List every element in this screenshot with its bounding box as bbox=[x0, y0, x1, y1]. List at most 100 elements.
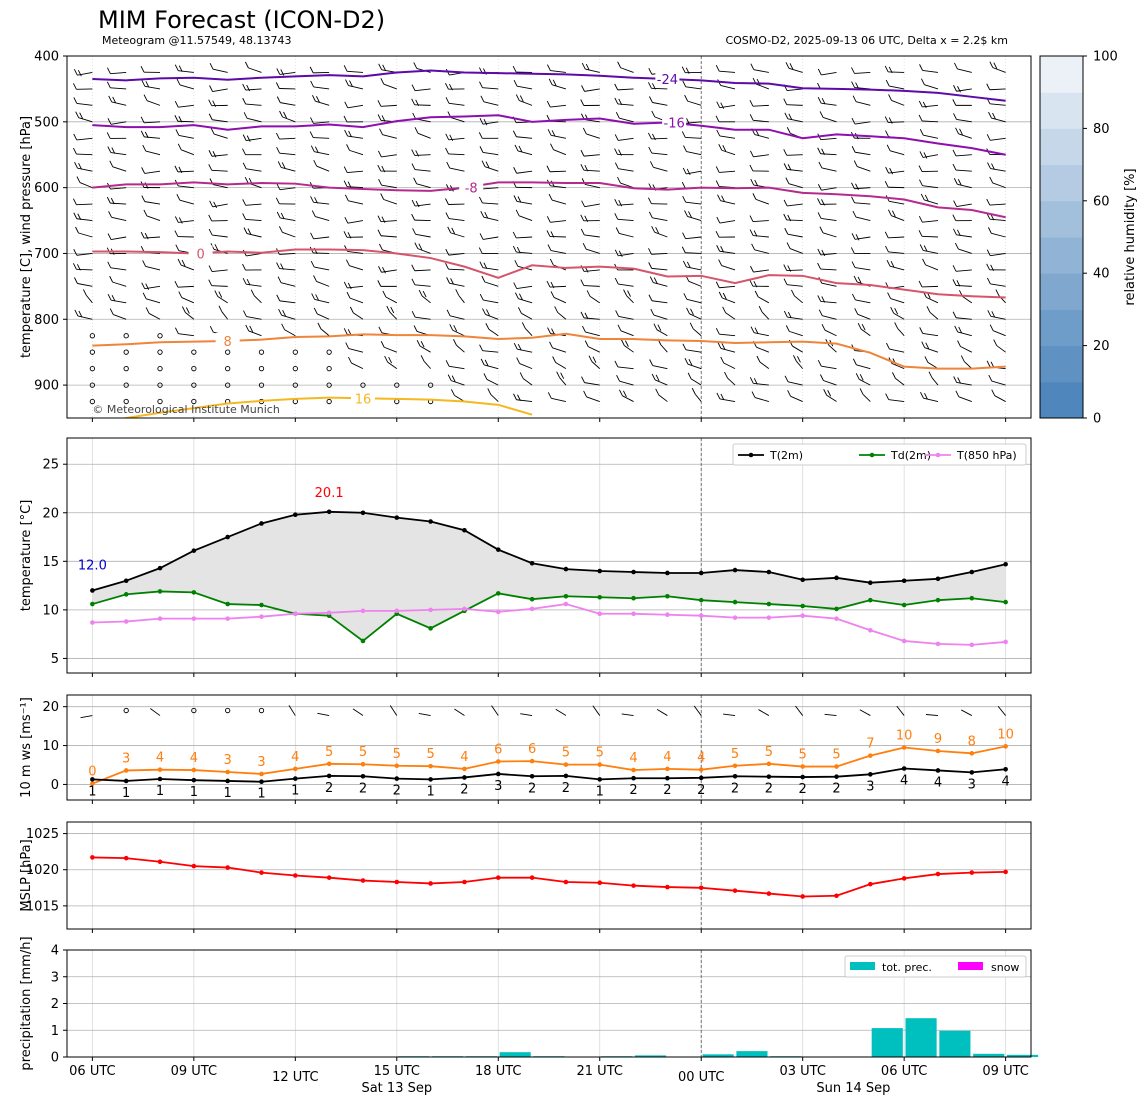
wind-barb-flag bbox=[451, 375, 456, 382]
wind-barb-flag bbox=[212, 100, 217, 107]
wind-barb bbox=[649, 96, 668, 106]
wind-barb bbox=[614, 134, 634, 141]
wind-barb bbox=[648, 248, 668, 255]
precip-bar bbox=[1006, 1054, 1039, 1057]
wind-barb-flag bbox=[715, 327, 720, 335]
wind-barb-shaft bbox=[482, 87, 499, 90]
wind-barb bbox=[851, 293, 871, 304]
wind-barb-flag bbox=[485, 323, 490, 330]
wind-barb-flag bbox=[955, 127, 959, 135]
wind-barb-flag bbox=[176, 194, 181, 201]
wind-barb-shaft bbox=[485, 314, 499, 320]
wind-barb-shaft bbox=[550, 104, 566, 108]
wind-barb-flag bbox=[546, 64, 551, 71]
data-point bbox=[191, 767, 197, 773]
wind-barb-flag bbox=[821, 199, 825, 206]
wind-barb bbox=[413, 177, 431, 189]
wind-barb-shaft bbox=[414, 88, 431, 92]
wind-barb-shaft bbox=[692, 328, 702, 337]
wind-barb-shaft bbox=[722, 297, 736, 304]
wind-barb bbox=[953, 113, 972, 123]
wind-barb bbox=[681, 66, 702, 74]
wind-barb-shaft bbox=[888, 170, 905, 174]
wind-barb bbox=[209, 200, 228, 209]
wind-barb-shaft bbox=[757, 296, 770, 304]
wind-barb-shaft bbox=[888, 399, 905, 402]
colorbar-step bbox=[1040, 237, 1083, 274]
wind-barb-flag bbox=[242, 162, 247, 170]
wind-barb bbox=[952, 214, 972, 222]
wind-barb-flag bbox=[715, 180, 720, 187]
wind-barb-shaft bbox=[320, 328, 330, 337]
data-point bbox=[191, 548, 197, 553]
data-label: 5 bbox=[562, 746, 570, 761]
data-point bbox=[631, 883, 636, 888]
wind-barb-flag bbox=[715, 65, 720, 72]
wind-barb-shaft bbox=[993, 330, 1006, 337]
x-tick-label: 06 UTC bbox=[881, 1064, 927, 1079]
wind-barb-flag bbox=[245, 324, 250, 332]
wind-barb bbox=[346, 144, 364, 156]
wind-barb-flag bbox=[681, 246, 686, 253]
wind-barb-flag bbox=[244, 176, 249, 184]
wind-barb-shaft bbox=[956, 234, 972, 238]
wind-barb-shaft bbox=[211, 285, 228, 287]
wind-barb-flag bbox=[953, 228, 957, 235]
data-point bbox=[326, 773, 332, 779]
wind-barb-shaft bbox=[448, 153, 465, 156]
wind-barb-flag bbox=[851, 261, 856, 268]
data-point bbox=[90, 781, 95, 786]
wind-barb bbox=[993, 339, 1006, 353]
wind-barb bbox=[106, 67, 127, 75]
data-label: 1 bbox=[88, 784, 96, 799]
wind-barb bbox=[208, 150, 228, 158]
wind-barb-shaft bbox=[617, 218, 634, 221]
data-point bbox=[191, 777, 197, 783]
x-tick-label: 00 UTC bbox=[678, 1070, 724, 1085]
wind-barb bbox=[987, 162, 1006, 172]
data-point bbox=[665, 570, 670, 576]
wind-barb-flag bbox=[242, 148, 246, 155]
data-point bbox=[1003, 744, 1008, 749]
wind-barb-shaft bbox=[651, 87, 668, 90]
wind-barb bbox=[817, 96, 837, 106]
isotherm-label-bg bbox=[188, 245, 213, 261]
wind-barb-shaft bbox=[551, 397, 567, 402]
wind-barb-flag bbox=[178, 217, 183, 224]
wind-barb-flag bbox=[691, 387, 696, 395]
wind-barb-shaft bbox=[922, 104, 939, 108]
wind-barb-flag bbox=[550, 281, 555, 289]
wind-barb-shaft bbox=[787, 118, 803, 123]
wind-barb bbox=[749, 215, 769, 222]
wind-barb bbox=[515, 94, 533, 106]
wind-barb bbox=[411, 149, 431, 157]
wind-barb bbox=[446, 277, 465, 287]
data-point bbox=[901, 578, 907, 584]
wind-barb-shaft bbox=[389, 311, 398, 320]
wind-barb-flag bbox=[817, 295, 822, 302]
wind-barb bbox=[343, 231, 363, 239]
wind-barb-flag bbox=[851, 233, 856, 240]
isotherm-line bbox=[92, 181, 1006, 219]
wind-barb bbox=[615, 111, 634, 123]
wind-barb bbox=[445, 82, 465, 91]
wind-barb-flag bbox=[716, 101, 721, 108]
wind-barb-shaft bbox=[583, 154, 600, 157]
wind-barb bbox=[174, 100, 194, 108]
wind-barb-flag bbox=[276, 183, 281, 190]
wind-barb bbox=[751, 391, 769, 402]
wind-barb-shaft bbox=[786, 88, 803, 92]
wind-barb bbox=[377, 280, 397, 287]
wind-barb-flag bbox=[281, 323, 286, 330]
wind-barb-flag bbox=[174, 216, 179, 223]
wind-barb bbox=[208, 228, 228, 238]
y-tick-label: 4 bbox=[51, 944, 59, 959]
wind-barb-flag bbox=[378, 178, 382, 186]
wind-barb-shaft bbox=[624, 345, 634, 353]
wind-barb bbox=[885, 245, 905, 254]
wind-barb-flag bbox=[483, 118, 488, 126]
wind-barb bbox=[106, 132, 127, 139]
wind-barb-flag bbox=[177, 258, 182, 266]
wind-barb-shaft bbox=[685, 252, 702, 254]
